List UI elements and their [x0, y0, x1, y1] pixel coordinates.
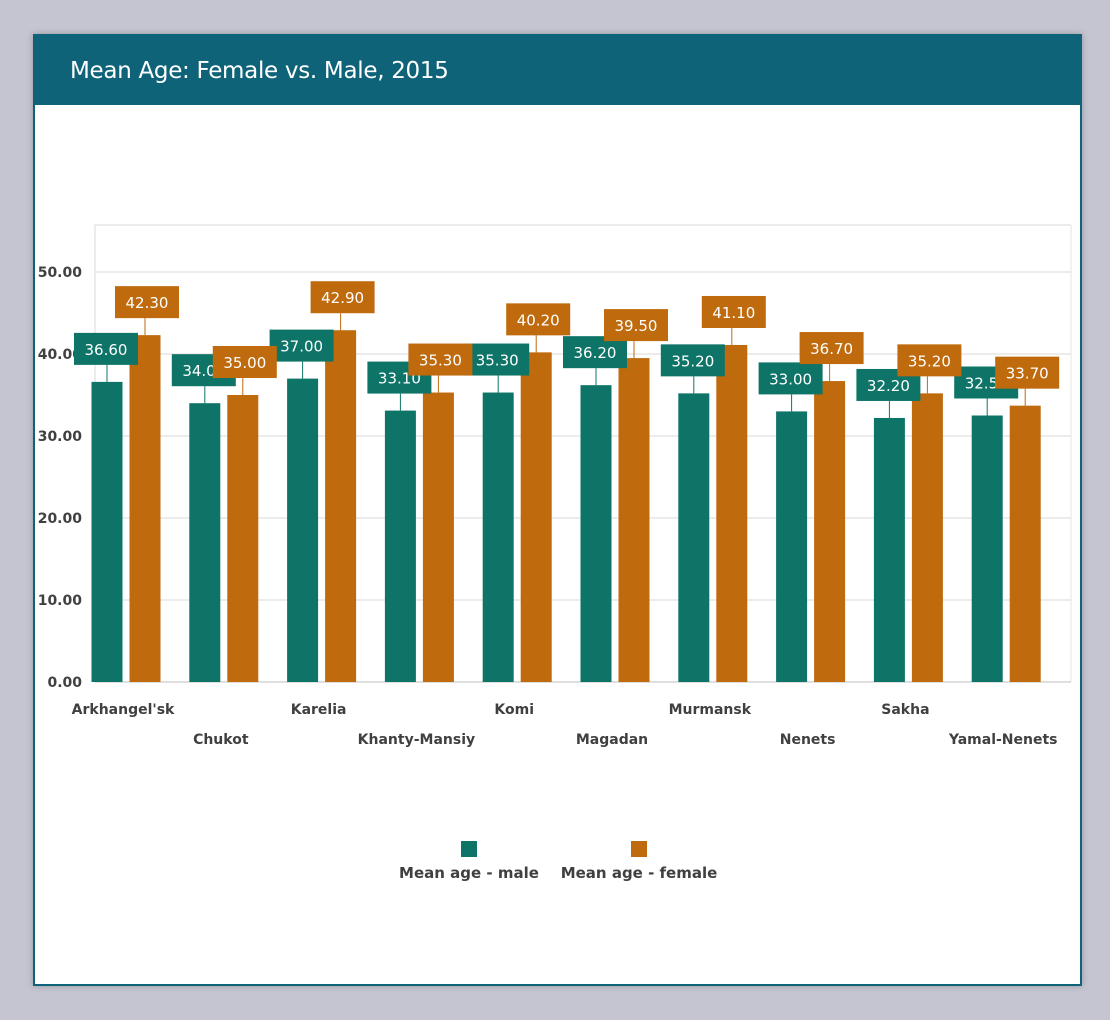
data-label: 35.20	[908, 352, 951, 370]
data-label: 32.20	[867, 377, 910, 395]
data-label: 40.20	[517, 311, 560, 329]
data-label: 41.10	[712, 304, 755, 322]
bar-male	[384, 410, 416, 682]
y-tick-label: 50.00	[38, 265, 83, 281]
bar-female	[716, 344, 748, 682]
bar-female	[422, 392, 454, 682]
data-label: 35.00	[223, 354, 266, 372]
bar-male	[971, 415, 1003, 682]
bar-male	[287, 378, 319, 682]
y-tick-label: 0.00	[47, 675, 82, 691]
data-label-box	[506, 303, 571, 336]
x-tick-label: Nenets	[780, 732, 836, 748]
x-tick-label: Sakha	[881, 702, 929, 718]
x-tick-label: Khanty-Mansiy	[358, 732, 475, 748]
data-label: 42.30	[126, 294, 169, 312]
bar-male	[678, 393, 710, 682]
data-label-box	[660, 344, 725, 377]
data-label-box	[897, 344, 962, 377]
bar-female	[1009, 405, 1041, 682]
chart-panel: Mean Age: Female vs. Male, 2015 0.00 10.0…	[33, 34, 1082, 986]
data-label-box	[115, 286, 179, 319]
bar-male	[580, 385, 612, 682]
data-label: 37.00	[280, 338, 323, 356]
data-label: 36.20	[574, 344, 617, 362]
y-tick-label: 20.00	[38, 511, 83, 527]
bar-female	[325, 330, 357, 682]
bar-male	[189, 403, 221, 682]
data-label-box	[995, 356, 1060, 389]
bar-female	[618, 358, 650, 682]
x-tick-label: Chukot	[193, 732, 249, 748]
y-tick-label: 10.00	[38, 593, 83, 609]
bar-male	[482, 392, 514, 682]
bar-female	[911, 393, 943, 682]
data-label: 35.30	[476, 352, 519, 370]
bar-chart: 0.00 10.00 20.00 30.00 40.00 50.00 Arkhangel's…	[38, 224, 1072, 882]
bar-female	[227, 395, 259, 682]
panel-header: Mean Age: Female vs. Male, 2015	[35, 36, 1080, 105]
data-label: 33.00	[769, 370, 812, 388]
bar-male	[873, 417, 905, 682]
data-label: 39.50	[615, 317, 658, 335]
x-tick-label: Komi	[494, 702, 534, 718]
data-label: 42.90	[321, 289, 364, 307]
x-tick-label: Magadan	[576, 732, 648, 748]
data-label-box	[269, 329, 334, 362]
data-label-box	[212, 346, 277, 378]
x-tick-label: Arkhangel'sk	[72, 702, 175, 718]
y-tick-label: 40.00	[38, 347, 83, 363]
data-label-box	[604, 309, 668, 342]
data-label-box	[563, 336, 627, 369]
legend-label: Mean age - male	[399, 864, 539, 882]
data-label-box	[310, 281, 375, 314]
data-label-box	[701, 295, 766, 328]
x-tick-label: Yamal-Nenets	[948, 732, 1058, 748]
y-tick-label: 30.00	[38, 429, 83, 445]
x-tick-label: Karelia	[291, 702, 347, 718]
bar-female	[520, 352, 552, 682]
bar-female	[814, 381, 846, 682]
data-label-box	[465, 343, 530, 376]
data-label-box	[799, 332, 864, 365]
legend-swatch-female	[631, 841, 647, 857]
data-label-box	[74, 332, 138, 365]
data-label: 35.20	[671, 352, 714, 370]
bar-female	[129, 335, 161, 682]
x-tick-label: Murmansk	[669, 702, 752, 718]
legend-label: Mean age - female	[561, 864, 718, 882]
data-label-box	[758, 362, 823, 395]
data-label: 35.30	[419, 352, 462, 370]
bar-male	[776, 411, 808, 682]
data-label: 33.70	[1006, 365, 1049, 383]
data-label-box	[408, 343, 473, 376]
data-label: 36.70	[810, 340, 853, 358]
legend-swatch-male	[461, 841, 477, 857]
data-label: 36.60	[85, 341, 128, 359]
bar-male	[91, 381, 123, 682]
chart-title: Mean Age: Female vs. Male, 2015	[70, 58, 449, 84]
